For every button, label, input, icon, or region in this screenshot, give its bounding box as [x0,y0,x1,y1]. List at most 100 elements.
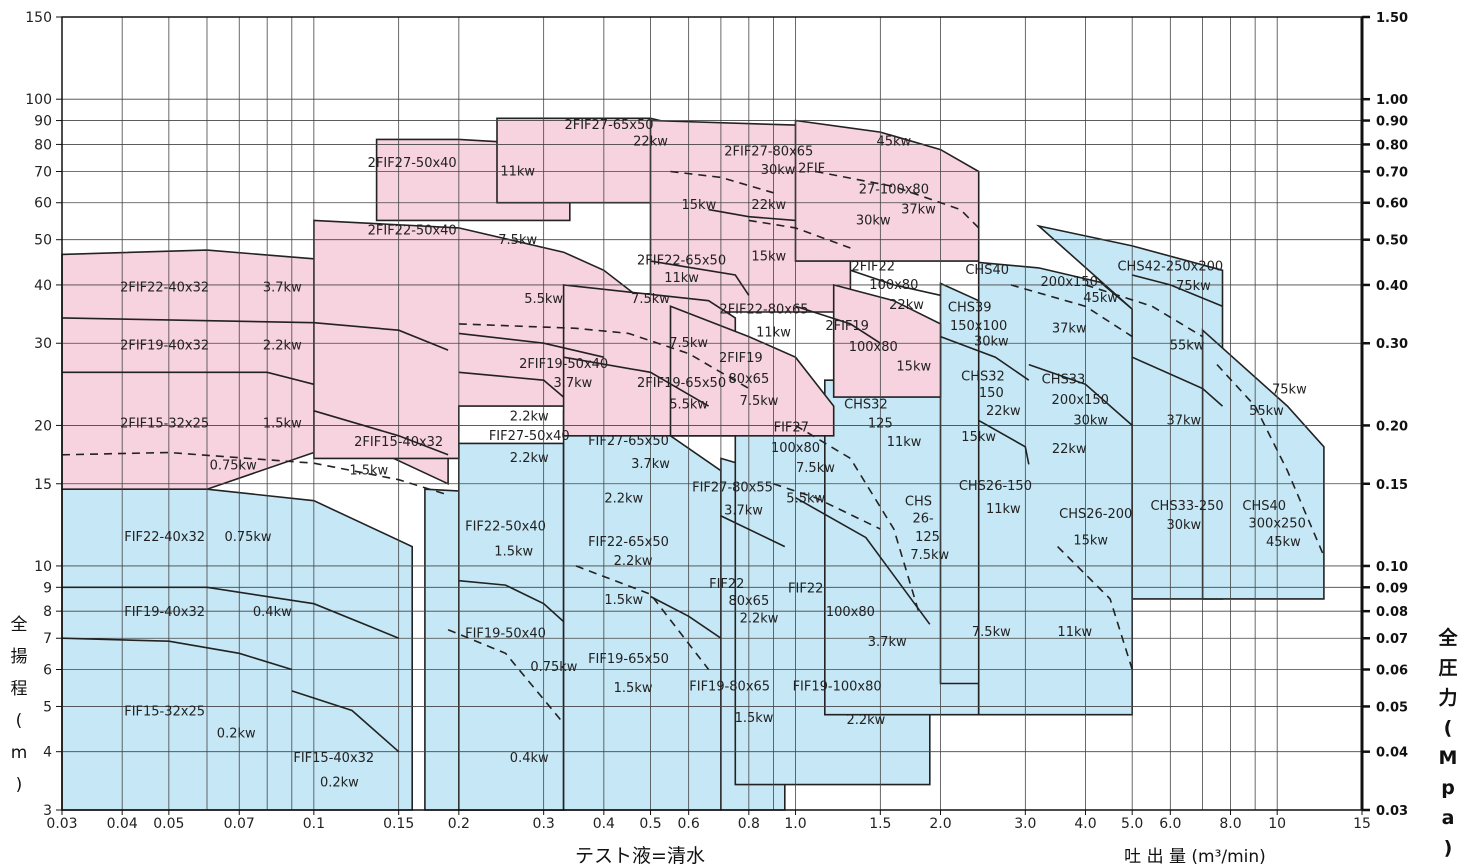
y2-tick-label: 0.30 [1376,337,1408,352]
x-tick-label: 8.0 [1219,816,1241,832]
grid-lines [61,16,1363,811]
dashed-curve [795,424,920,612]
series-label: 100x80 [849,340,898,355]
series-label: FIF19-40x32 [124,605,205,620]
y-axis-title-char: ) [16,775,23,795]
series-label: 7.5kw [669,336,708,351]
series-label: 125 [915,530,940,545]
x-tick-label: 0.1 [303,816,325,832]
x-tick-label: 1.5 [869,816,891,832]
y2-tick-label: 0.60 [1376,197,1408,212]
single-suction-region [1201,328,1325,600]
y2-tick-label: 0.05 [1376,700,1408,715]
x-axis-title: 吐 出 量 (m³/min) [1124,847,1266,867]
series-label: 2FIF19 [719,351,763,366]
series-label: 11kw [756,325,791,340]
y2-axis-title-char: p [1441,777,1455,799]
x-tick-label: 0.4 [593,816,615,832]
series-label: 100x80 [826,605,875,620]
series-label: CHS40 [1242,499,1286,514]
series-label: 22kw [633,135,668,150]
dashed-curve [1216,364,1325,557]
performance-curve [795,497,931,625]
dashed-curve [670,170,774,194]
x-tick-label: 0.07 [224,816,255,832]
y-tick-label: 90 [34,114,52,130]
series-label: CHS [905,495,932,510]
y2-tick-label: 0.15 [1376,478,1408,493]
performance-curve [62,586,400,639]
performance-curve [650,595,722,639]
series-label: 2FIF19-40x32 [120,339,209,354]
series-label: 125 [868,416,893,431]
series-label: 1.5kw [604,593,643,608]
series-label: 15kw [896,359,931,374]
series-label: 75kw [1176,279,1211,294]
dashed-curve [61,451,449,496]
series-label: FIF22 [709,577,744,592]
dashed-curve [575,565,710,670]
series-label: 80x65 [728,594,769,609]
series-label: 0.75kw [530,660,577,675]
series-label: 7.5kw [972,625,1011,640]
series-label: FIF27-50x40 [489,429,570,444]
series-label: FIF22-40x32 [124,530,205,545]
series-label: 27-100x80 [859,182,929,197]
series-label: 30kw [974,335,1009,350]
series-label: 100x80 [869,278,918,293]
x-tick-label: 0.15 [383,816,414,832]
dashed-curve [447,628,565,724]
plot-frame [61,16,1364,811]
series-label: 2FIF22-80x65 [719,303,808,318]
y-axis-title-char: 揚 [11,647,28,667]
series-label: FIF15-40x32 [293,751,374,766]
y2-tick-label: 0.90 [1376,115,1408,130]
series-label: FIF19-65x50 [588,652,669,667]
series-label: 26- [912,511,934,526]
series-label: 15kw [751,250,786,265]
performance-curve [978,419,1030,465]
dashed-curve [458,323,750,390]
series-label: 2.2kw [263,339,302,354]
x-tick-label: 0.5 [639,816,661,832]
series-label: 30kw [1073,413,1108,428]
dashed-curve [815,170,980,229]
series-label: FIF22-65x50 [588,535,669,550]
performance-curve [720,515,786,548]
y-tick-label: 70 [34,164,52,180]
series-label: 55kw [1249,404,1284,419]
series-label: 7.5kw [498,233,537,248]
series-label: 30kw [1166,518,1201,533]
performance-curve [795,305,881,344]
series-label: 0.75kw [210,458,257,473]
series-label: 11kw [500,164,535,179]
performance-curve [61,637,293,671]
series-label: 0.2kw [217,726,256,741]
series-label: 2.2kw [510,451,549,466]
series-label: CHS33-250 [1150,499,1223,514]
series-label: 2FIF19 [825,319,869,334]
series-label: 11kw [986,502,1021,517]
y-tick-label: 8 [43,604,52,620]
series-label: 3.7kw [263,280,302,295]
axis-ticks: 0.03 0.04 0.05 0.07 0.1 0.15 0.2 0.3 0.4 0.5 0.6 0.… [11,10,1459,859]
y2-axis-title-char: M [1439,747,1458,769]
test-liquid-note: テスト液=清水 [575,845,705,867]
y2-axis-title-char: 圧 [1438,657,1457,679]
y-axis-title-char: m [11,743,28,763]
series-label: 300x250 [1249,516,1306,531]
series-label: 3.7kw [553,376,592,391]
series-label: 3.7kw [631,457,670,472]
series-label: 2.2kw [846,713,885,728]
dashed-curve [1057,546,1133,670]
performance-curves [61,170,1325,753]
series-label: 2FIF19-50x40 [519,357,608,372]
series-label: 2.2kw [604,492,643,507]
x-tick-label: 0.3 [533,816,555,832]
series-label: 1.5kw [494,544,533,559]
y2-tick-label: 0.80 [1376,138,1408,153]
series-label: 1.5kw [263,416,302,431]
y2-tick-label: 0.40 [1376,279,1408,294]
series-label: 2FIF22-40x32 [120,280,209,295]
